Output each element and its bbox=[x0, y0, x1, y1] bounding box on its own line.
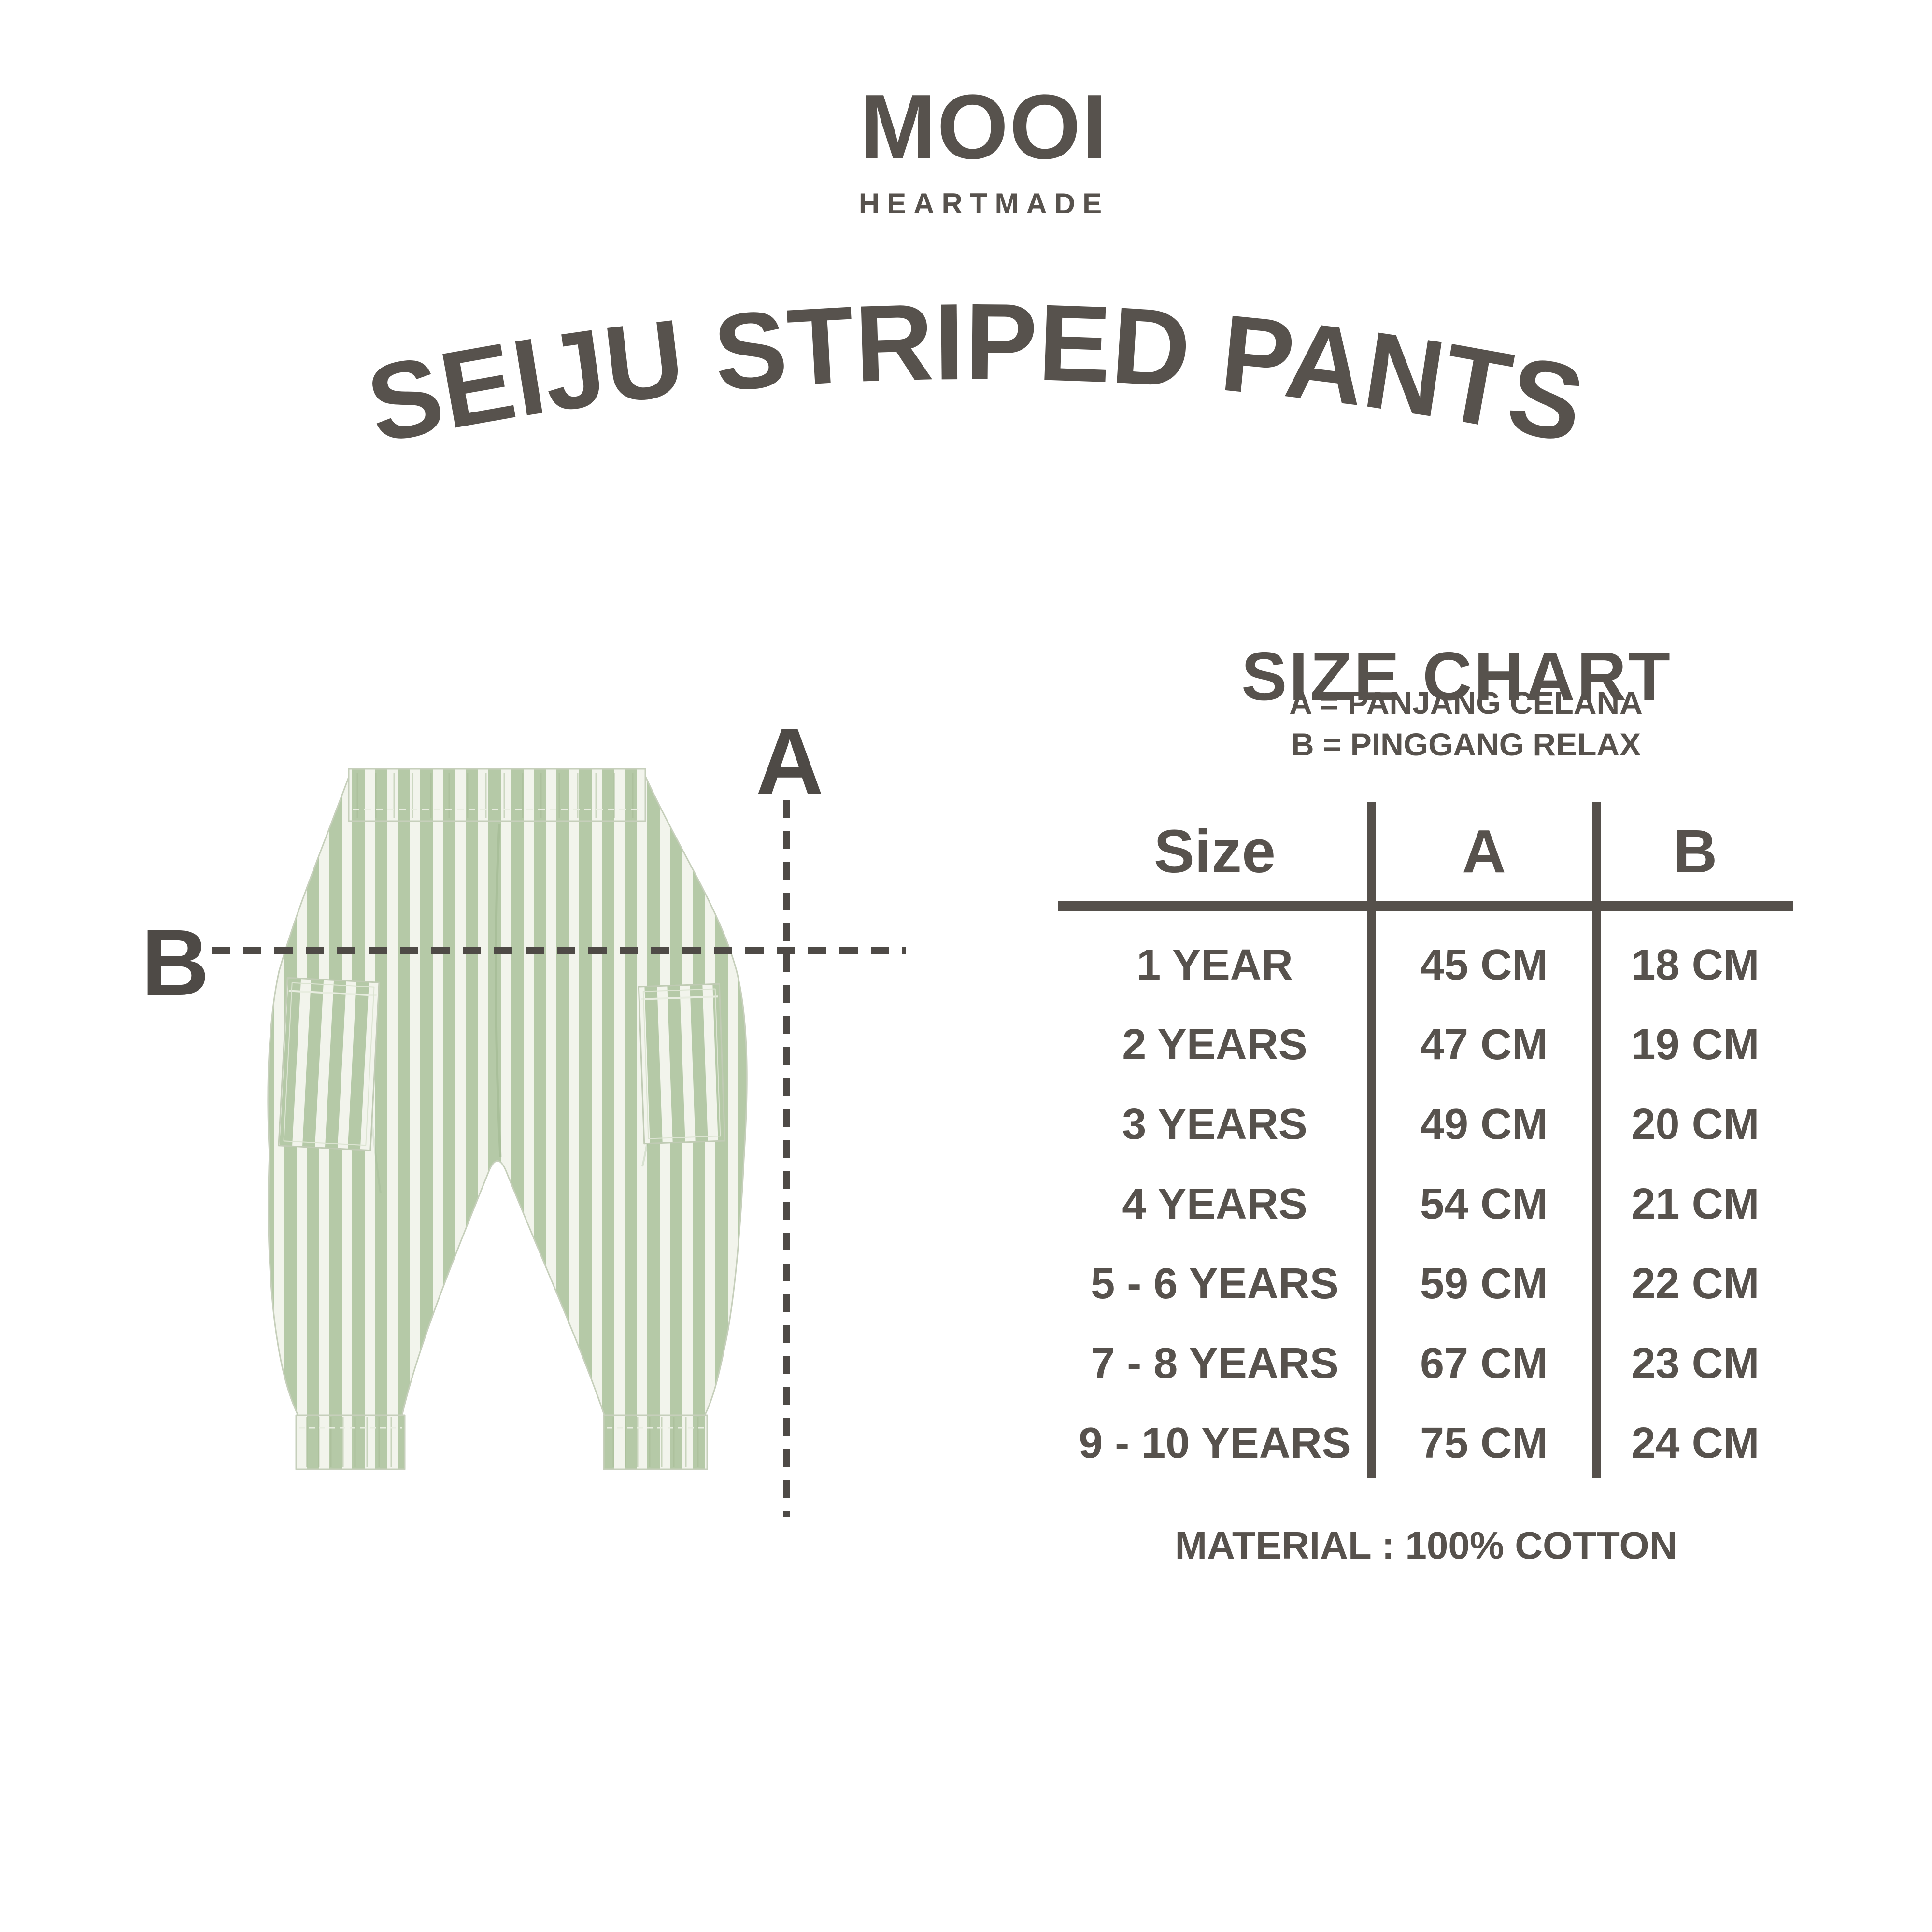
cell-size: 7 - 8 YEARS bbox=[1091, 1339, 1339, 1388]
cell-size: 5 - 6 YEARS bbox=[1091, 1259, 1339, 1308]
brand-tagline: HEARTMADE bbox=[858, 187, 1109, 220]
pants-photo bbox=[267, 768, 748, 1470]
pants-center-fold bbox=[495, 823, 502, 1157]
measure-line-a bbox=[783, 800, 790, 1517]
table-row: 7 - 8 YEARS 67 CM 23 CM bbox=[1058, 1323, 1794, 1403]
table-row: 2 YEARS 47 CM 19 CM bbox=[1058, 1005, 1794, 1084]
material-note: MATERIAL : 100% COTTON bbox=[1175, 1524, 1677, 1567]
cell-a: 45 CM bbox=[1420, 940, 1548, 989]
cell-size: 2 YEARS bbox=[1122, 1020, 1307, 1069]
cell-b: 24 CM bbox=[1631, 1419, 1760, 1467]
cell-a: 75 CM bbox=[1420, 1419, 1548, 1467]
cell-b: 18 CM bbox=[1631, 940, 1760, 989]
pants-cuff-left bbox=[295, 1414, 406, 1470]
cell-b: 22 CM bbox=[1631, 1259, 1760, 1308]
cell-a: 54 CM bbox=[1420, 1179, 1548, 1228]
cell-b: 23 CM bbox=[1631, 1339, 1760, 1388]
table-row: 3 YEARS 49 CM 20 CM bbox=[1058, 1084, 1794, 1164]
cell-size: 1 YEAR bbox=[1136, 940, 1293, 989]
legend-b: B = PINGGANG RELAX bbox=[1291, 726, 1641, 762]
cell-size: 3 YEARS bbox=[1122, 1100, 1307, 1149]
size-table: Size A B 1 YEAR 45 CM 18 CM 2 YEARS 47 C… bbox=[1058, 802, 1794, 1478]
table-header-row: Size A B bbox=[1058, 815, 1794, 888]
cell-b: 21 CM bbox=[1631, 1179, 1760, 1228]
table-row: 4 YEARS 54 CM 21 CM bbox=[1058, 1164, 1794, 1244]
cell-a: 47 CM bbox=[1420, 1020, 1548, 1069]
size-chart-heading: SIZE CHART bbox=[1241, 638, 1672, 715]
pants-pocket-left bbox=[278, 977, 380, 1151]
cell-a: 59 CM bbox=[1420, 1259, 1548, 1308]
svg-text:SEIJU STRIPED PANTS: SEIJU STRIPED PANTS bbox=[358, 281, 1594, 466]
pants-waistband bbox=[348, 768, 646, 822]
table-body: 1 YEAR 45 CM 18 CM 2 YEARS 47 CM 19 CM 3… bbox=[1058, 925, 1794, 1483]
product-title-arc: SEIJU STRIPED PANTS bbox=[358, 281, 1594, 466]
size-chart-legend: A = PANJANG CELANA B = PINGGANG RELAX bbox=[1128, 682, 1804, 765]
table-divider-2 bbox=[1592, 802, 1601, 1478]
col-header-b: B bbox=[1673, 817, 1718, 885]
table-divider-1 bbox=[1367, 802, 1376, 1478]
cell-size: 9 - 10 YEARS bbox=[1079, 1419, 1351, 1467]
pants-cuff-right bbox=[603, 1414, 708, 1470]
col-header-size: Size bbox=[1153, 817, 1276, 885]
col-header-a: A bbox=[1462, 817, 1506, 885]
cell-size: 4 YEARS bbox=[1122, 1179, 1307, 1228]
product-title: SEIJU STRIPED PANTS bbox=[358, 281, 1594, 466]
measure-label-a: A bbox=[755, 709, 824, 814]
measure-line-b bbox=[212, 947, 906, 954]
cell-b: 19 CM bbox=[1631, 1020, 1760, 1069]
table-header-rule bbox=[1058, 901, 1793, 911]
cell-a: 67 CM bbox=[1420, 1339, 1548, 1388]
table-row: 5 - 6 YEARS 59 CM 22 CM bbox=[1058, 1244, 1794, 1323]
measure-label-b: B bbox=[141, 910, 210, 1015]
cell-b: 20 CM bbox=[1631, 1100, 1760, 1149]
legend-a: A = PANJANG CELANA bbox=[1289, 685, 1643, 721]
brand-logo: MOOI HEARTMADE bbox=[742, 81, 1225, 218]
table-row: 1 YEAR 45 CM 18 CM bbox=[1058, 925, 1794, 1005]
cell-a: 49 CM bbox=[1420, 1100, 1548, 1149]
pants-pocket-right bbox=[638, 983, 726, 1145]
brand-name: MOOI bbox=[859, 76, 1108, 178]
table-row: 9 - 10 YEARS 75 CM 24 CM bbox=[1058, 1403, 1794, 1483]
pants-body bbox=[267, 771, 748, 1417]
